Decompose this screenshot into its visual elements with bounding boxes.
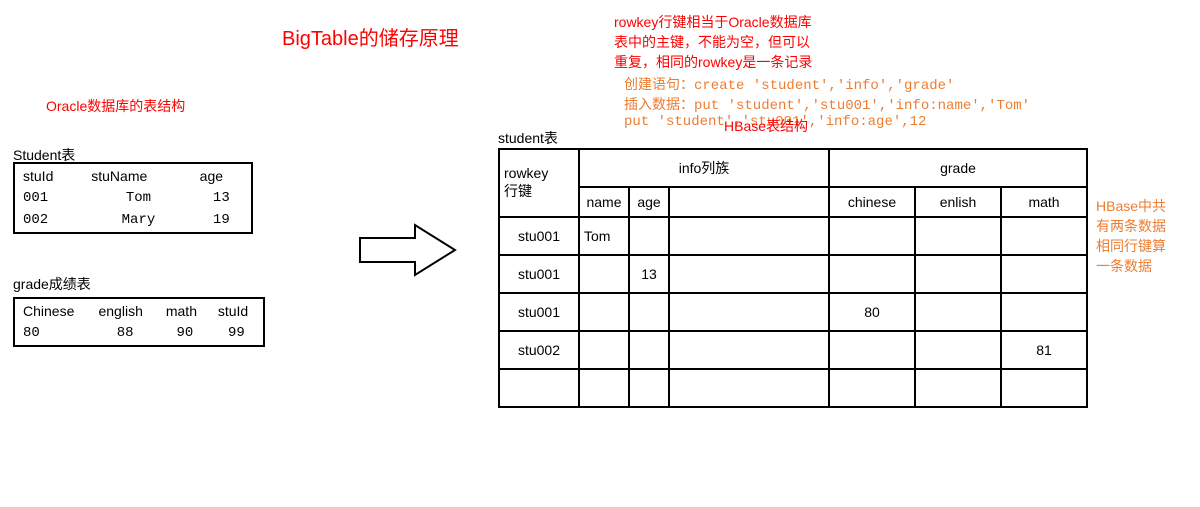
cell: 80 bbox=[17, 323, 90, 343]
cell bbox=[669, 255, 829, 293]
hbase-sub-3: chinese bbox=[829, 187, 915, 217]
cell bbox=[915, 331, 1001, 369]
hbase-th-grade: grade bbox=[829, 149, 1087, 187]
cell: stu001 bbox=[499, 217, 579, 255]
side-note-2: 有两条数据 bbox=[1096, 216, 1166, 236]
side-note-4: 一条数据 bbox=[1096, 256, 1152, 276]
grade-th-0: Chinese bbox=[17, 301, 90, 321]
side-note-3: 相同行键算 bbox=[1096, 236, 1166, 256]
cell bbox=[579, 331, 629, 369]
rowkey-note-3: 重复，相同的rowkey是一条记录 bbox=[614, 52, 812, 72]
hbase-row-3: stu002 81 bbox=[499, 331, 1087, 369]
cell bbox=[499, 369, 579, 407]
student-table: stuId stuName age 001 Tom 13 002 Mary 19 bbox=[13, 162, 253, 234]
cell bbox=[1001, 293, 1087, 331]
cell: 19 bbox=[194, 210, 249, 230]
cell bbox=[1001, 369, 1087, 407]
cell bbox=[629, 369, 669, 407]
hbase-row-4 bbox=[499, 369, 1087, 407]
grade-table: Chinese english math stuId 80 88 90 99 bbox=[13, 297, 265, 347]
side-note-1: HBase中共 bbox=[1096, 196, 1166, 216]
arrow-icon bbox=[355, 220, 465, 280]
insert-stmt-1: 插入数据：put 'student','stu001','info:name',… bbox=[624, 94, 1030, 114]
grade-row-0: 80 88 90 99 bbox=[17, 323, 261, 343]
cell: 81 bbox=[1001, 331, 1087, 369]
cell: 13 bbox=[194, 188, 249, 208]
cell bbox=[829, 369, 915, 407]
cell: stu001 bbox=[499, 255, 579, 293]
student-row-0: 001 Tom 13 bbox=[17, 188, 249, 208]
cell bbox=[669, 293, 829, 331]
main-title: BigTable的储存原理 bbox=[282, 22, 459, 51]
cell bbox=[579, 293, 629, 331]
hbase-row-0: stu001 Tom bbox=[499, 217, 1087, 255]
cell: Tom bbox=[85, 188, 191, 208]
cell bbox=[1001, 217, 1087, 255]
student-th-0: stuId bbox=[17, 166, 83, 186]
cell: Mary bbox=[85, 210, 191, 230]
cell: 99 bbox=[212, 323, 261, 343]
hbase-student-label: student表 bbox=[498, 128, 558, 148]
hbase-sub-1: age bbox=[629, 187, 669, 217]
cell bbox=[669, 217, 829, 255]
cell bbox=[915, 369, 1001, 407]
cell: stu001 bbox=[499, 293, 579, 331]
hbase-sub-0: name bbox=[579, 187, 629, 217]
student-th-2: age bbox=[194, 166, 249, 186]
hbase-table: rowkey 行键 info列族 grade name age chinese … bbox=[498, 148, 1088, 408]
cell bbox=[915, 217, 1001, 255]
cell bbox=[829, 331, 915, 369]
cell: 88 bbox=[92, 323, 157, 343]
cell bbox=[629, 331, 669, 369]
grade-th-2: math bbox=[160, 301, 210, 321]
cell bbox=[629, 217, 669, 255]
cell bbox=[669, 331, 829, 369]
student-row-1: 002 Mary 19 bbox=[17, 210, 249, 230]
rowkey-note-1: rowkey行键相当于Oracle数据库 bbox=[614, 12, 812, 32]
cell: 002 bbox=[17, 210, 83, 230]
cell: 13 bbox=[629, 255, 669, 293]
grade-table-label: grade成绩表 bbox=[13, 274, 91, 294]
cell bbox=[829, 217, 915, 255]
cell bbox=[915, 293, 1001, 331]
cell bbox=[579, 255, 629, 293]
cell: Tom bbox=[579, 217, 629, 255]
cell: stu002 bbox=[499, 331, 579, 369]
hbase-th-rowkey: rowkey 行键 bbox=[499, 149, 579, 217]
hbase-sub-5: math bbox=[1001, 187, 1087, 217]
hbase-th-info: info列族 bbox=[579, 149, 829, 187]
cell bbox=[1001, 255, 1087, 293]
cell: 90 bbox=[160, 323, 210, 343]
grade-th-1: english bbox=[92, 301, 157, 321]
hbase-sub-4: enlish bbox=[915, 187, 1001, 217]
cell bbox=[915, 255, 1001, 293]
hbase-sub-2 bbox=[669, 187, 829, 217]
cell: 001 bbox=[17, 188, 83, 208]
hbase-row-1: stu001 13 bbox=[499, 255, 1087, 293]
grade-th-3: stuId bbox=[212, 301, 261, 321]
student-th-1: stuName bbox=[85, 166, 191, 186]
rowkey-note-2: 表中的主键，不能为空，但可以 bbox=[614, 32, 810, 52]
cell bbox=[829, 255, 915, 293]
cell bbox=[629, 293, 669, 331]
cell bbox=[579, 369, 629, 407]
cell: 80 bbox=[829, 293, 915, 331]
cell bbox=[669, 369, 829, 407]
hbase-row-2: stu001 80 bbox=[499, 293, 1087, 331]
hbase-label: HBase表结构 bbox=[724, 116, 808, 136]
oracle-label: Oracle数据库的表结构 bbox=[46, 96, 185, 116]
create-stmt: 创建语句：create 'student','info','grade' bbox=[624, 74, 954, 94]
